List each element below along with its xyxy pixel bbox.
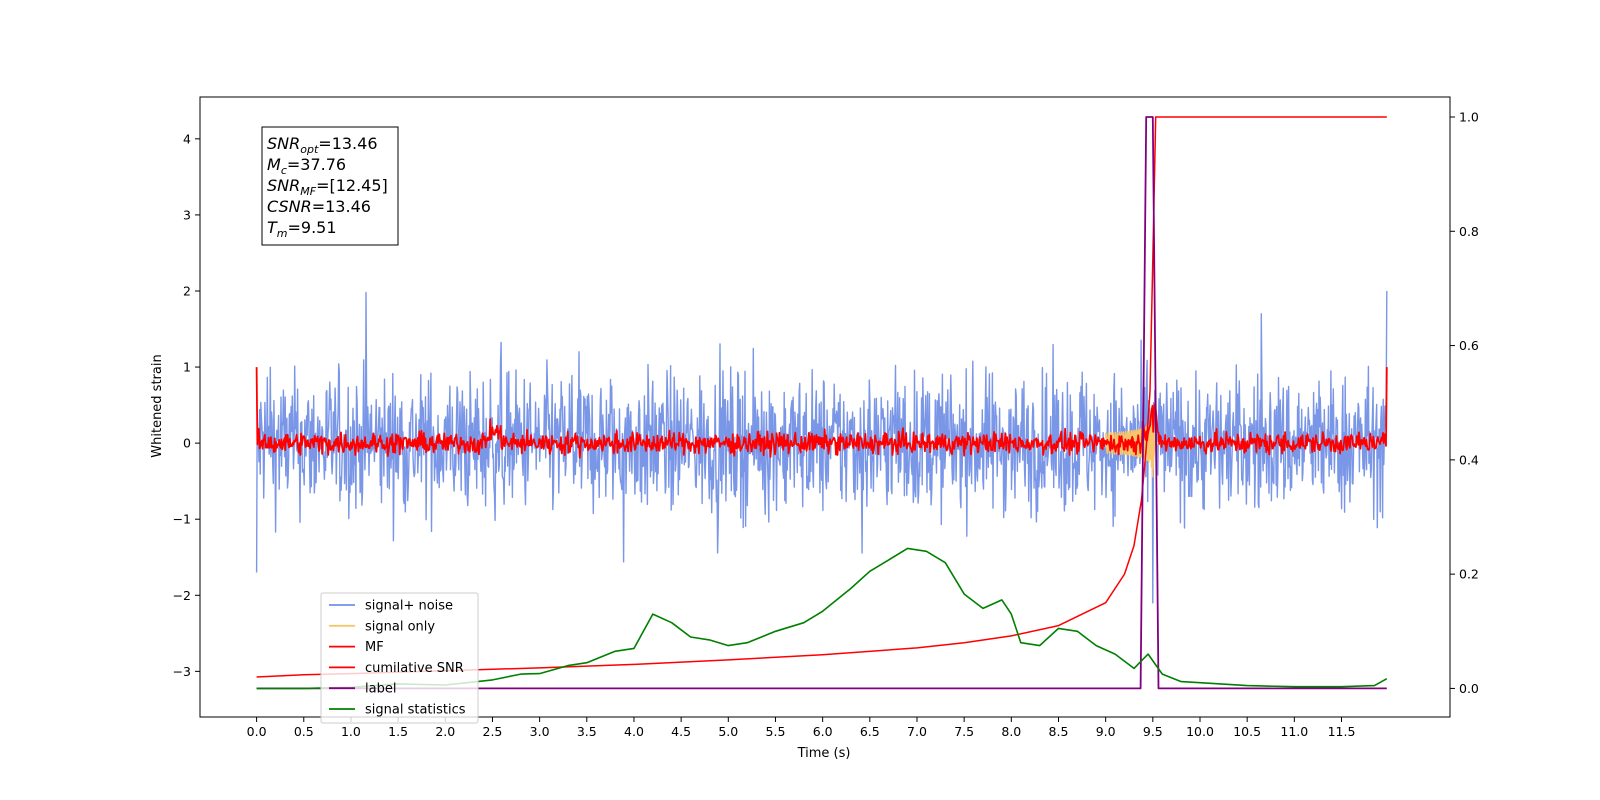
x-tick-label: 3.0 [530,724,550,739]
x-tick-label: 2.5 [483,724,503,739]
annotation-line: SNRMF=[12.45] [267,176,388,198]
x-tick-label: 3.5 [577,724,597,739]
y-left-tick-label: −1 [173,512,191,527]
signal-only-line [1105,408,1160,478]
annotation-line: Tm=9.51 [267,218,337,240]
y-right-tick-label: 0.2 [1459,567,1479,582]
x-tick-label: 5.5 [766,724,786,739]
y-left-tick-label: 0 [183,436,191,451]
annotation-box: SNRopt=13.46Mc=37.76SNRMF=[12.45]CSNR=13… [261,126,399,246]
x-tick-label: 1.0 [341,724,361,739]
plot-frame [199,96,1451,718]
y-left-tick-label: −3 [173,664,191,679]
legend-label: label [365,682,396,697]
legend-label: cumilative SNR [365,661,464,676]
x-tick-label: 4.0 [624,724,644,739]
x-tick-label: 5.0 [718,724,738,739]
y-left-tick-label: 3 [183,207,191,222]
x-tick-label: 0.5 [294,724,314,739]
x-tick-label: 8.0 [1001,724,1021,739]
x-tick-label: 6.0 [813,724,833,739]
y-left-tick-label: −2 [173,588,191,603]
legend-label: signal+ noise [365,599,453,614]
x-tick-label: 9.5 [1143,724,1163,739]
x-tick-label: 0.0 [247,724,267,739]
legend: signal+ noise signal only MF cumilative SNR… [320,592,479,724]
label-line [256,116,1387,690]
x-tick-label: 9.0 [1096,724,1116,739]
x-tick-label: 1.5 [388,724,408,739]
y-right-tick-label: 0.0 [1459,681,1479,696]
annotation-line: CSNR=13.46 [267,197,371,216]
x-axis-title: Time (s) [797,746,851,761]
y-right-tick-label: 0.8 [1459,224,1479,239]
x-tick-label: 10.5 [1233,724,1261,739]
annotation-line: Mc=37.76 [267,155,346,177]
x-tick-label: 8.5 [1049,724,1069,739]
x-tick-label: 11.5 [1328,724,1356,739]
x-tick-label: 7.0 [907,724,927,739]
y-left-tick-label: 4 [183,131,191,146]
y-axis-left: −3 −2 −1 0 1 2 3 4 [173,131,200,679]
x-tick-label: 11.0 [1280,724,1308,739]
x-axis: 0.0 0.5 1.0 1.5 2.0 2.5 3.0 3.5 4.0 4.5 5.0 5.5 6.0 6… [247,717,1356,739]
y-left-tick-label: 2 [183,283,191,298]
legend-label: MF [365,640,384,655]
y-right-tick-label: 0.6 [1459,338,1479,353]
y-axis-right: 0.0 0.2 0.4 0.6 0.8 1.0 [1450,110,1479,696]
x-tick-label: 6.5 [860,724,880,739]
mf-line [255,367,1388,459]
annotation-frame [261,126,399,246]
legend-frame [320,592,479,724]
y-right-tick-label: 0.4 [1459,452,1479,467]
legend-label: signal statistics [365,703,466,718]
x-tick-label: 4.5 [671,724,691,739]
legend-label: signal only [365,619,435,634]
x-tick-label: 2.0 [435,724,455,739]
y-right-tick-label: 1.0 [1459,110,1479,125]
y-left-tick-label: 1 [183,360,191,375]
signal-statistics-line [256,547,1388,690]
x-tick-label: 10.0 [1186,724,1214,739]
y-axis-title: Whitened strain [150,354,165,457]
x-tick-label: 7.5 [954,724,974,739]
signal-noise-line [255,290,1388,604]
annotation-line: SNRopt=13.46 [267,134,378,156]
